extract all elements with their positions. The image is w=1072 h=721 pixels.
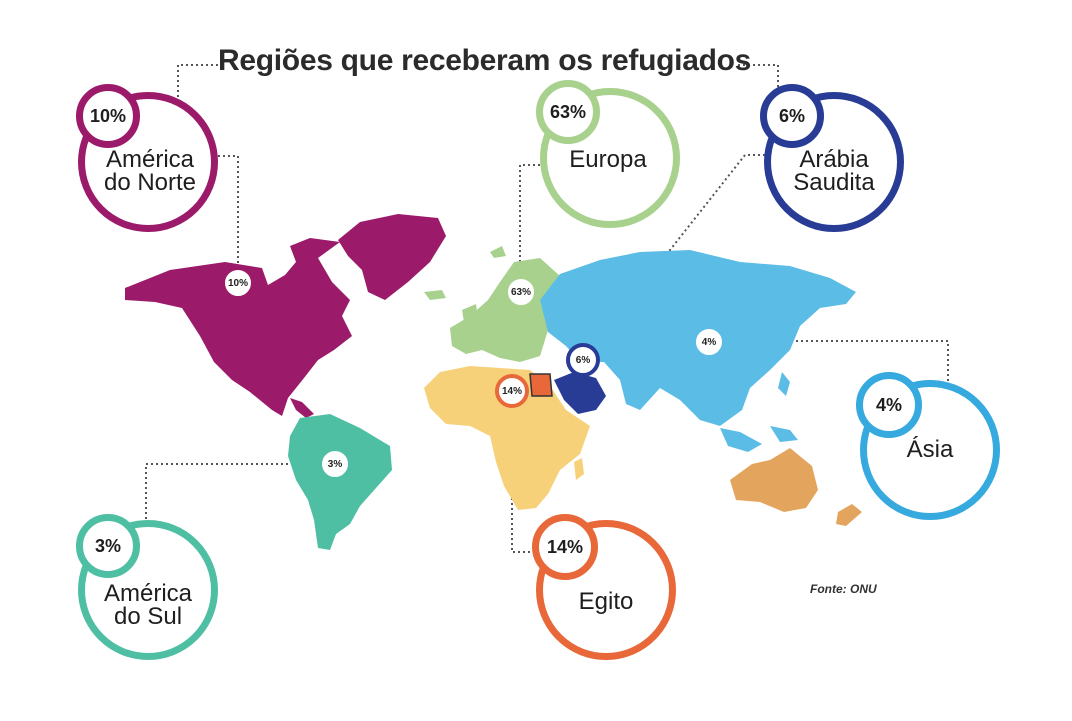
map-marker-south-america: 3%: [318, 447, 352, 481]
leader-europe: [519, 164, 545, 272]
percent-badge-europe: 63%: [536, 80, 600, 144]
north-america-shape: [125, 214, 446, 418]
region-label-europe: Europa: [569, 146, 647, 173]
title-line-left: [177, 64, 218, 97]
percent-badge-north-america: 10%: [76, 84, 140, 148]
saudi-arabia-shape: [554, 372, 606, 414]
region-label-asia: Ásia: [906, 436, 954, 463]
region-label-south-america: América do Sul: [103, 580, 193, 630]
region-label-egypt: Egito: [578, 588, 634, 615]
map-marker-north-america: 10%: [221, 266, 255, 300]
map-marker-europe: 63%: [504, 275, 538, 309]
map-marker-asia: 4%: [692, 325, 726, 359]
source-note: Fonte: ONU: [810, 582, 877, 596]
region-label-saudi-arabia: Arábia Saudita: [793, 146, 875, 196]
map-marker-egypt: 14%: [495, 374, 529, 408]
madagascar-shape: [574, 458, 584, 480]
percent-badge-saudi-arabia: 6%: [760, 84, 824, 148]
page-title: Regiões que receberam os refugiados: [218, 44, 752, 77]
leader-asia: [726, 340, 949, 382]
leader-north-america: [218, 155, 239, 266]
region-label-north-america: América do Norte: [103, 146, 197, 196]
south-america-shape: [288, 414, 392, 550]
leader-egypt: [511, 408, 537, 553]
percent-badge-south-america: 3%: [76, 514, 140, 578]
africa-shape: [424, 366, 590, 510]
title-line-right: [738, 64, 779, 90]
percent-badge-asia: 4%: [856, 372, 922, 438]
percent-badge-egypt: 14%: [532, 514, 598, 580]
map-marker-saudi-arabia: 6%: [566, 343, 600, 377]
leader-south-america: [145, 463, 318, 528]
oceania-shape: [730, 448, 862, 526]
egypt-shape: [529, 373, 553, 397]
